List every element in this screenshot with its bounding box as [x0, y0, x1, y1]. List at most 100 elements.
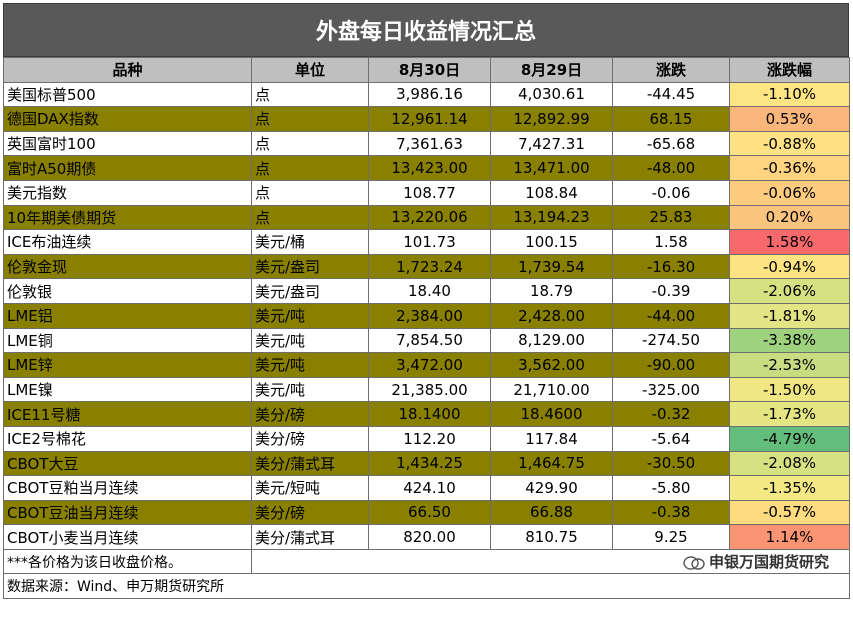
row-aug30: 12,961.14	[368, 106, 491, 132]
row-change-pct: -4.79%	[729, 425, 850, 452]
row-change: -5.64	[612, 425, 730, 452]
row-change-pct: -0.36%	[729, 155, 850, 181]
row-name: CBOT小麦当月连续	[3, 524, 252, 550]
source-text: 数据来源：Wind、申万期货研究所	[3, 573, 850, 600]
row-change: -0.39	[612, 278, 730, 304]
row-change-pct: -2.06%	[729, 278, 850, 304]
row-name: 美国标普500	[3, 81, 252, 108]
row-unit: 美分/磅	[251, 499, 369, 526]
row-unit: 美分/磅	[251, 425, 369, 452]
row-aug30: 112.20	[368, 425, 491, 452]
row-unit: 美元/吨	[251, 376, 369, 403]
row-aug30: 108.77	[368, 179, 491, 206]
row-change: -44.45	[612, 81, 730, 108]
row-change-pct: 1.14%	[729, 524, 850, 550]
row-aug30: 18.40	[368, 278, 491, 304]
row-aug29: 18.79	[490, 278, 613, 304]
table-row: ICE11号糖 美分/磅 18.1400 18.4600 -0.32 -1.73%	[3, 401, 850, 427]
row-unit: 点	[251, 130, 369, 157]
row-unit: 美元/短吨	[251, 475, 369, 501]
note-row: ***各价格为该日收盘价格。 申银万国期货研究	[3, 548, 850, 575]
row-aug30: 13,423.00	[368, 155, 491, 181]
row-name: LME铜	[3, 327, 252, 354]
row-change: 25.83	[612, 204, 730, 231]
row-change-pct: -0.94%	[729, 253, 850, 280]
row-aug30: 7,361.63	[368, 130, 491, 157]
row-aug29: 66.88	[490, 499, 613, 526]
row-change-pct: -3.38%	[729, 327, 850, 354]
row-aug30: 3,986.16	[368, 81, 491, 108]
row-aug30: 13,220.06	[368, 204, 491, 231]
table-row: LME铜 美元/吨 7,854.50 8,129.00 -274.50 -3.38%	[3, 327, 850, 354]
row-aug30: 101.73	[368, 229, 491, 255]
table-row: CBOT小麦当月连续 美分/蒲式耳 820.00 810.75 9.25 1.14%	[3, 524, 850, 550]
row-aug29: 13,471.00	[490, 155, 613, 181]
table-row: ICE2号棉花 美分/磅 112.20 117.84 -5.64 -4.79%	[3, 425, 850, 452]
row-aug30: 21,385.00	[368, 376, 491, 403]
row-change: -16.30	[612, 253, 730, 280]
row-aug29: 1,739.54	[490, 253, 613, 280]
row-aug29: 21,710.00	[490, 376, 613, 403]
row-change: -0.38	[612, 499, 730, 526]
table-title: 外盘每日收益情况汇总	[3, 3, 849, 57]
row-aug29: 429.90	[490, 475, 613, 501]
row-name: ICE11号糖	[3, 401, 252, 427]
row-change: -325.00	[612, 376, 730, 403]
table-row: CBOT豆油当月连续 美分/磅 66.50 66.88 -0.38 -0.57%	[3, 499, 850, 526]
row-name: 美元指数	[3, 179, 252, 206]
header-aug29: 8月29日	[490, 57, 613, 83]
row-change-pct: -1.50%	[729, 376, 850, 403]
row-unit: 美元/桶	[251, 229, 369, 255]
row-unit: 点	[251, 204, 369, 231]
row-unit: 美分/磅	[251, 401, 369, 427]
table-row: 富时A50期债点 13,423.00 13,471.00 -48.00 -0.36%	[3, 155, 850, 181]
row-change: 1.58	[612, 229, 730, 255]
row-name: 伦敦银	[3, 278, 252, 304]
price-table: 品种 单位 8月30日 8月29日 涨跌 涨跌幅 美国标普500 点 3,986.1…	[3, 57, 850, 600]
table-row: 美国标普500 点 3,986.16 4,030.61 -44.45 -1.10%	[3, 81, 850, 108]
table-row: LME镍 美元/吨 21,385.00 21,710.00 -325.00 -1.50%	[3, 376, 850, 403]
row-name: CBOT大豆	[3, 450, 252, 477]
row-change: -274.50	[612, 327, 730, 354]
row-name: 德国DAX指数	[3, 106, 252, 132]
row-change-pct: -1.35%	[729, 475, 850, 501]
table-row: 10年期美债期货点 13,220.06 13,194.23 25.83 0.20%	[3, 204, 850, 231]
summary-table-container: 外盘每日收益情况汇总 品种 单位 8月30日 8月29日 涨跌 涨跌幅 美国标普…	[3, 3, 850, 600]
row-name: LME锌	[3, 352, 252, 378]
row-name: 伦敦金现	[3, 253, 252, 280]
row-change-pct: 0.53%	[729, 106, 850, 132]
row-aug29: 1,464.75	[490, 450, 613, 477]
row-unit: 美元/盎司	[251, 278, 369, 304]
row-change-pct: 1.58%	[729, 229, 850, 255]
row-aug30: 1,723.24	[368, 253, 491, 280]
row-name: ICE2号棉花	[3, 425, 252, 452]
row-name: 英国富时100	[3, 130, 252, 157]
watermark-text: 申银万国期货研究	[708, 553, 829, 572]
row-change-pct: -2.53%	[729, 352, 850, 378]
header-aug30: 8月30日	[368, 57, 491, 83]
row-aug29: 100.15	[490, 229, 613, 255]
row-name: ICE布油连续	[3, 229, 252, 255]
row-change: -44.00	[612, 302, 730, 329]
header-change-pct: 涨跌幅	[729, 57, 850, 83]
row-name: LME镍	[3, 376, 252, 403]
row-unit: 点	[251, 81, 369, 108]
row-name: CBOT豆油当月连续	[3, 499, 252, 526]
header-change: 涨跌	[612, 57, 730, 83]
table-row: ICE布油连续 美元/桶 101.73 100.15 1.58 1.58%	[3, 229, 850, 255]
row-aug29: 18.4600	[490, 401, 613, 427]
row-aug29: 810.75	[490, 524, 613, 550]
row-unit: 点	[251, 179, 369, 206]
row-change: -48.00	[612, 155, 730, 181]
row-aug29: 13,194.23	[490, 204, 613, 231]
row-aug29: 4,030.61	[490, 81, 613, 108]
row-change-pct: -0.57%	[729, 499, 850, 526]
header-variety: 品种	[3, 57, 252, 83]
table-row: 伦敦银 美元/盎司 18.40 18.79 -0.39 -2.06%	[3, 278, 850, 304]
row-name: LME铝	[3, 302, 252, 329]
row-change-pct: -0.88%	[729, 130, 850, 157]
wechat-icon	[683, 555, 705, 570]
row-change-pct: -0.06%	[729, 179, 850, 206]
row-aug30: 2,384.00	[368, 302, 491, 329]
row-aug29: 117.84	[490, 425, 613, 452]
